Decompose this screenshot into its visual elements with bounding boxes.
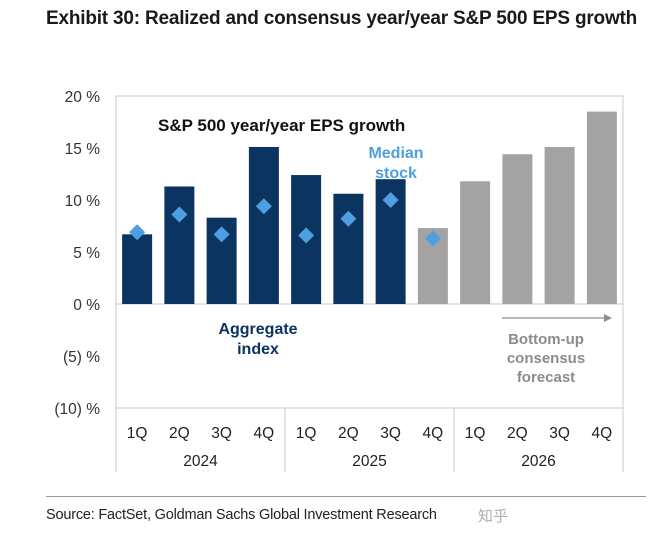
y-tick-label: 0 %: [73, 297, 100, 314]
x-tick-label: 1Q: [465, 425, 486, 442]
consensus-forecast-bar: [502, 154, 533, 304]
plot-frame: [115, 95, 624, 409]
forecast-arrow-head: [604, 314, 612, 322]
x-tick-label: 1Q: [127, 425, 148, 442]
aggregate-index-bar: [333, 193, 364, 304]
aggregate-annotation: Aggregate index: [218, 321, 297, 358]
annotation-line: Bottom-up: [508, 331, 584, 348]
x-tick-label: 4Q: [423, 425, 444, 442]
median-stock-marker: [171, 206, 188, 223]
x-tick-label: 4Q: [592, 425, 613, 442]
median-stock-marker: [213, 226, 230, 243]
annotation-line: index: [237, 341, 279, 358]
median-stock-marker: [255, 198, 272, 215]
x-tick-label: 4Q: [254, 425, 275, 442]
consensus-forecast-bar: [544, 146, 575, 304]
median-markers-group: [129, 192, 441, 247]
median-stock-marker: [298, 227, 315, 244]
year-label: 2025: [352, 453, 386, 470]
aggregate-index-bar: [164, 186, 195, 304]
aggregate-index-bar: [248, 146, 279, 304]
source-divider: [46, 496, 646, 497]
x-axis: 1Q 2Q 3Q 4Q 1Q 2Q 3Q 4Q 1Q 2Q 3Q 4Q 2024 2025 2026: [115, 408, 624, 472]
consensus-forecast-bar: [460, 181, 491, 304]
x-tick-label: 2Q: [507, 425, 528, 442]
annotation-line: stock: [375, 165, 417, 182]
forecast-annotation: Bottom-up consensus forecast: [507, 331, 585, 386]
year-label: 2026: [521, 453, 555, 470]
aggregate-index-bar: [122, 234, 153, 304]
bars-group: [122, 111, 617, 304]
x-tick-label: 2Q: [169, 425, 190, 442]
annotation-line: consensus: [507, 350, 585, 367]
annotation-line: Aggregate: [218, 321, 297, 338]
year-label: 2024: [183, 453, 218, 470]
y-tick-label: (5) %: [63, 349, 100, 366]
x-tick-label: 3Q: [380, 425, 401, 442]
y-tick-label: 10 %: [65, 193, 101, 210]
consensus-forecast-bar: [586, 111, 617, 304]
median-stock-marker: [129, 224, 146, 241]
y-tick-label: 5 %: [73, 245, 100, 262]
y-axis: 20 % 15 % 10 % 5 % 0 % (5) % (10) %: [54, 89, 623, 418]
exhibit-title: Exhibit 30: Realized and consensus year/…: [46, 8, 638, 29]
median-stock-marker: [340, 210, 357, 227]
watermark: 知乎: [478, 507, 509, 525]
y-tick-label: 20 %: [65, 89, 101, 106]
annotation-line: forecast: [517, 369, 575, 386]
annotations-group: Aggregate index Median stock Bottom-up consen…: [218, 145, 612, 386]
y-tick-label: 15 %: [65, 141, 101, 158]
annotation-line: Median: [368, 145, 423, 162]
source-note: Source: FactSet, Goldman Sachs Global In…: [46, 507, 437, 523]
x-tick-label: 1Q: [296, 425, 317, 442]
x-tick-label: 3Q: [549, 425, 570, 442]
x-tick-label: 2Q: [338, 425, 359, 442]
median-annotation: Median stock: [368, 145, 423, 182]
median-stock-marker: [424, 230, 441, 247]
chart-title: S&P 500 year/year EPS growth: [158, 116, 405, 135]
x-tick-label: 3Q: [211, 425, 232, 442]
y-tick-label: (10) %: [54, 401, 100, 418]
median-stock-marker: [382, 192, 399, 208]
